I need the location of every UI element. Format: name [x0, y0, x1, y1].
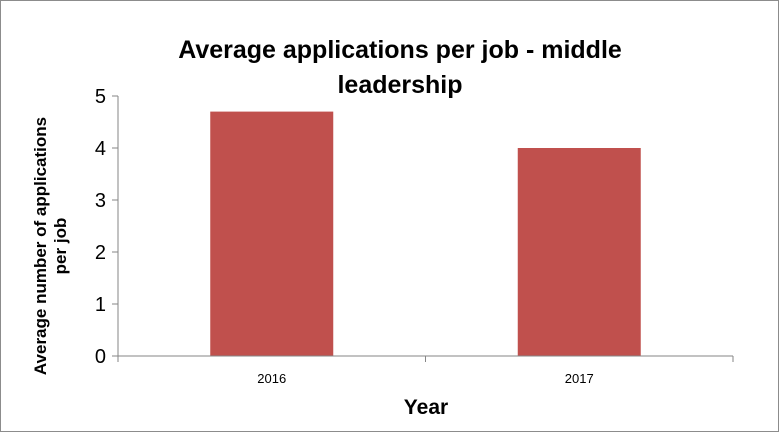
y-axis-title: Average number of applications per job [31, 117, 70, 375]
y-tick-label: 0 [95, 346, 106, 368]
y-tick-label: 2 [95, 242, 106, 264]
y-tick-label: 4 [95, 138, 106, 160]
x-tick-label: 2016 [257, 371, 286, 386]
y-tick-label: 1 [95, 294, 106, 316]
chart-title-line-1: Average applications per job - middle [178, 36, 622, 64]
bar-2017 [517, 148, 641, 356]
x-tick-label: 2017 [565, 371, 594, 386]
y-tick-label: 5 [95, 86, 106, 108]
y-axis-title-line-2: per job [51, 218, 70, 275]
y-axis-title-line-1: Average number of applications [31, 117, 50, 375]
x-axis-title: Year [404, 396, 448, 419]
bar-2016 [210, 111, 334, 356]
chart-title-line-2: leadership [337, 71, 462, 99]
plot-area: 0 1 2 3 4 5 2016 2017 [95, 86, 734, 386]
y-tick-label: 3 [95, 190, 106, 212]
